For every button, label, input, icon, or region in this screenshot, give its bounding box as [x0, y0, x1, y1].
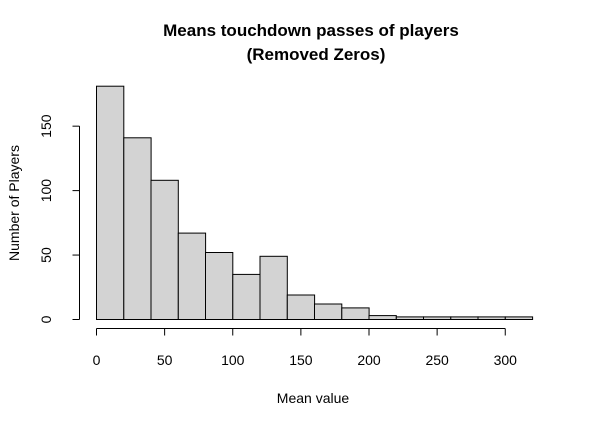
y-tick-label: 100	[38, 179, 54, 203]
x-axis: 0 50 100 150 200 250 300	[93, 328, 518, 368]
histogram-bar	[423, 316, 452, 320]
y-tick-label: 50	[38, 247, 54, 263]
histogram-bar	[395, 316, 425, 320]
histogram-bar	[477, 316, 506, 320]
y-axis: 0 50 100 150	[38, 114, 80, 323]
chart-subtitle: (Removed Zeros)	[247, 45, 386, 64]
x-tick-label: 300	[494, 352, 518, 368]
histogram-bar	[96, 85, 125, 320]
x-tick-label: 0	[93, 352, 101, 368]
chart-title: Means touchdown passes of players	[163, 21, 459, 40]
histogram-bar	[232, 273, 261, 320]
y-axis-label: Number of Players	[6, 145, 22, 261]
x-tick-label: 200	[357, 352, 381, 368]
histogram-bar	[286, 294, 316, 320]
x-tick-label: 100	[221, 352, 245, 368]
histogram-bar	[341, 307, 370, 320]
histogram-bar	[259, 255, 288, 320]
histogram-bar	[450, 316, 479, 320]
x-tick-label: 150	[289, 352, 313, 368]
x-axis-label: Mean value	[277, 390, 350, 406]
histogram-bar	[504, 316, 534, 320]
histogram-bars	[96, 85, 534, 321]
histogram-bar	[205, 252, 234, 320]
y-tick-label: 150	[38, 114, 54, 138]
x-tick-label: 50	[157, 352, 173, 368]
histogram-bar	[123, 137, 152, 320]
histogram-bar	[150, 179, 179, 320]
histogram-bar	[368, 315, 397, 321]
histogram-bar	[177, 232, 207, 321]
histogram-bar	[314, 303, 343, 320]
y-tick-label: 0	[38, 315, 54, 323]
x-tick-label: 250	[425, 352, 449, 368]
